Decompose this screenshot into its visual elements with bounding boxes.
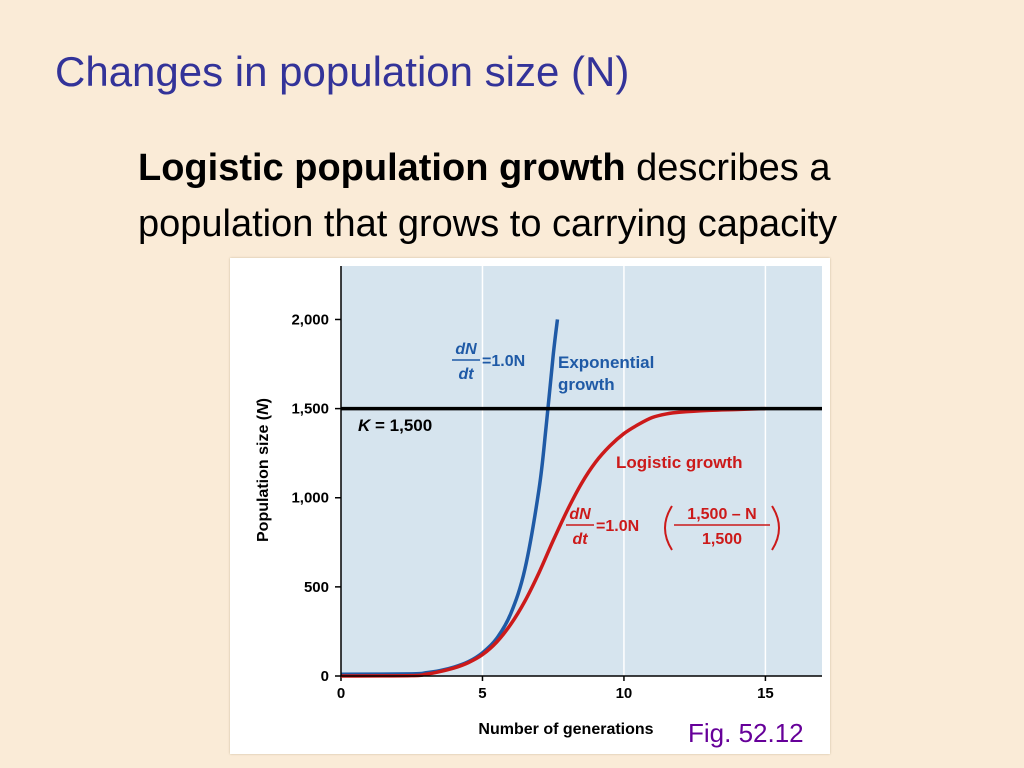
x-tick-label: 10 (616, 685, 633, 702)
figure-frame: 0 5 10 15 0 500 1,000 1,500 2,000 Number of gene… (230, 258, 830, 754)
y-tick-label: 1,000 (291, 490, 329, 507)
log-eq-numerator: dN (569, 506, 591, 523)
plot-area (341, 266, 822, 676)
x-tick-label: 5 (478, 685, 486, 702)
subtitle-line1-rest: describes a (625, 147, 831, 189)
x-axis-label: Number of generations (478, 721, 653, 738)
x-tick-label: 15 (757, 685, 774, 702)
log-eq-rhs: =1.0N (596, 518, 639, 535)
exp-eq-numerator: dN (455, 341, 477, 358)
y-axis-label: Population size (N) (255, 398, 272, 542)
y-tick-label: 2,000 (291, 311, 329, 328)
subtitle-bold-term: Logistic population growth (138, 147, 626, 189)
k-symbol: K (358, 416, 372, 435)
log-eq-frac-denominator: 1,500 (702, 531, 742, 548)
y-label-close: ) (255, 398, 272, 403)
exponential-label-line2: growth (558, 375, 615, 394)
logistic-label: Logistic growth (616, 453, 743, 472)
slide-title: Changes in population size (N) (55, 48, 630, 95)
log-eq-right-paren (771, 505, 780, 551)
log-eq-denominator: dt (572, 531, 588, 548)
y-tick-label: 500 (304, 579, 329, 596)
k-value: = 1,500 (370, 416, 432, 435)
carrying-capacity-label: K = 1,500 (358, 416, 432, 435)
figure-caption: Fig. 52.12 (688, 718, 804, 748)
exponential-label-line1: Exponential (558, 353, 654, 372)
slide-subtitle: Logistic population growth describes a p… (138, 140, 1018, 252)
y-label-text: Population size ( (255, 414, 272, 542)
logistic-growth-curve (340, 406, 766, 678)
log-eq-frac-numerator: 1,500 – N (687, 506, 756, 523)
exp-eq-rhs: =1.0N (482, 353, 525, 370)
exponential-equation: dN dt =1.0N (452, 341, 525, 383)
exp-eq-denominator: dt (458, 366, 474, 383)
logistic-equation: dN dt =1.0N 1,500 – N 1,500 (566, 505, 780, 551)
y-label-variable: N (255, 403, 272, 415)
y-tick-label: 1,500 (291, 401, 329, 418)
x-tick-label: 0 (337, 685, 345, 702)
y-tick-label: 0 (321, 668, 329, 685)
log-eq-left-paren (664, 505, 673, 551)
subtitle-line2: population that grows to carrying capaci… (138, 203, 838, 245)
population-growth-chart: 0 5 10 15 0 500 1,000 1,500 2,000 Number of gene… (255, 266, 822, 738)
